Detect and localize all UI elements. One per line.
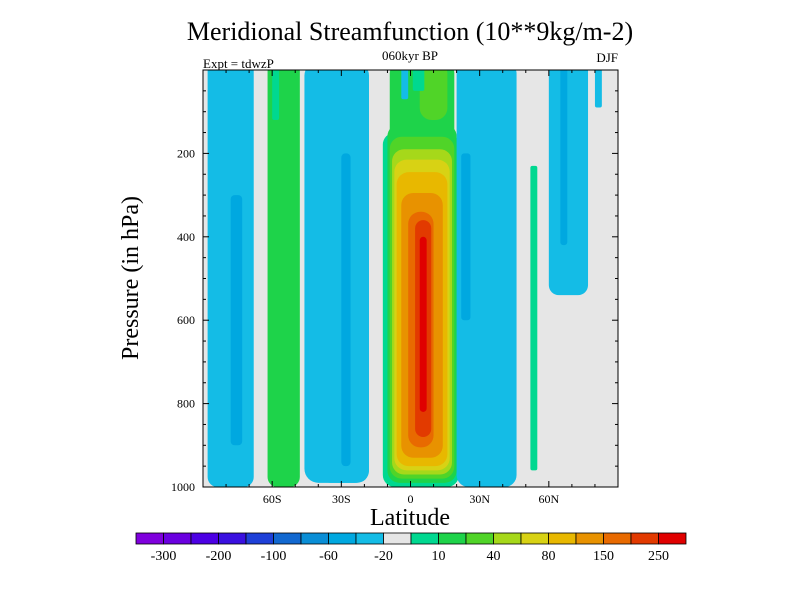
contour-fields: [207, 70, 602, 487]
northern-polar-cell: [548, 70, 589, 296]
colorbar-swatch: [548, 532, 577, 545]
northern-polar-fragment: [594, 70, 602, 108]
colorbar-swatch: [465, 532, 494, 545]
colorbar-tick-label: -300: [151, 549, 177, 564]
colorbar-swatch: [410, 532, 439, 545]
y-tick-label: 600: [177, 313, 195, 327]
x-tick-label: 0: [408, 492, 414, 506]
chart-subtitle-center: 060kyr BP: [382, 48, 438, 63]
y-axis: 200 400 600 800 1000: [171, 69, 618, 494]
colorbar-tick-label: 40: [487, 549, 501, 564]
x-tick-label: 30S: [332, 492, 351, 506]
colorbar-tick-label: -200: [206, 549, 232, 564]
colorbar-tick-label: -60: [319, 549, 338, 564]
equatorial-top-right: [412, 70, 425, 91]
chart-title: Meridional Streamfunction (10**9kg/m-2): [187, 17, 633, 46]
colorbar-swatch: [658, 532, 687, 545]
x-axis: 60S 30S 0 30N 60N: [202, 70, 619, 506]
southern-polar-core: [230, 195, 243, 446]
colorbar-swatch: [190, 532, 219, 545]
northern-cell-core: [461, 153, 471, 321]
chart-subtitle-left: Expt = tdwzP: [203, 56, 274, 71]
colorbar-swatch: [300, 532, 329, 545]
southern-subtropical-core: [341, 153, 351, 467]
colorbar-swatch: [438, 532, 467, 545]
colorbar-swatch: [218, 532, 247, 545]
colorbar-tick-label: -20: [374, 549, 393, 564]
colorbar-swatch: [273, 532, 302, 545]
colorbar-swatch: [630, 532, 659, 545]
colorbar-tick-label: 10: [432, 549, 446, 564]
colorbar-tick-label: -100: [261, 549, 287, 564]
colorbar-swatch: [383, 532, 412, 545]
colorbar-swatch: [575, 532, 604, 545]
colorbar-swatch: [355, 532, 384, 545]
y-tick-label: 800: [177, 397, 195, 411]
colorbar-swatch: [520, 532, 549, 545]
x-tick-label: 60S: [263, 492, 282, 506]
equatorial-top-left: [401, 70, 409, 100]
colorbar-tick-label: 250: [648, 549, 669, 564]
y-tick-label: 200: [177, 146, 195, 160]
y-tick-label: 1000: [171, 480, 195, 494]
hadley-level-12: [419, 236, 427, 412]
colorbar-swatch: [135, 532, 164, 545]
southern-ferrel-top: [272, 70, 280, 121]
colorbar-swatch: [328, 532, 357, 545]
colorbar-swatch: [603, 532, 632, 545]
hadley-level-3: [419, 70, 448, 121]
colorbar: [135, 532, 687, 545]
southern-ferrel-cell: [267, 70, 300, 487]
southern-polar-fragment: [212, 145, 220, 342]
x-axis-label: Latitude: [370, 505, 450, 531]
colorbar-tick-label: 150: [593, 549, 614, 564]
colorbar-tick-label: 80: [542, 549, 556, 564]
colorbar-swatch: [245, 532, 274, 545]
chart-subtitle-right: DJF: [596, 50, 618, 65]
colorbar-swatch: [163, 532, 192, 545]
colorbar-swatch: [493, 532, 522, 545]
y-tick-label: 400: [177, 230, 195, 244]
northern-polar-core: [560, 70, 568, 246]
y-axis-label: Pressure (in hPa): [118, 196, 144, 360]
northern-positive-band: [530, 165, 538, 471]
colorbar-ticks: -300 -200 -100 -60 -20 10 40 80 150 250: [151, 549, 669, 564]
x-tick-label: 60N: [538, 492, 559, 506]
x-tick-label: 30N: [469, 492, 490, 506]
